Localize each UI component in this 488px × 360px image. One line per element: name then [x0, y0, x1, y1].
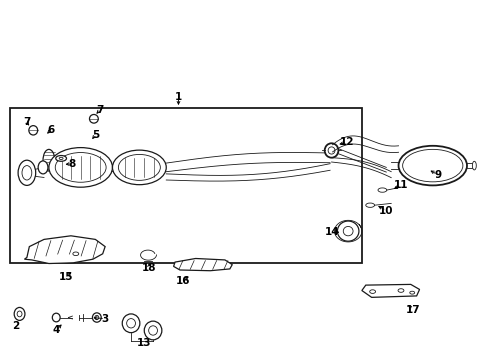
Ellipse shape [402, 149, 462, 182]
Text: 16: 16 [176, 276, 190, 286]
Ellipse shape [112, 150, 166, 185]
Ellipse shape [144, 321, 162, 340]
Text: 17: 17 [405, 305, 420, 315]
Polygon shape [24, 236, 105, 264]
Ellipse shape [471, 161, 475, 170]
Ellipse shape [126, 319, 135, 328]
Text: 4: 4 [52, 325, 60, 336]
Ellipse shape [52, 313, 60, 322]
Ellipse shape [377, 188, 386, 192]
Ellipse shape [55, 153, 106, 182]
Ellipse shape [73, 252, 79, 256]
Polygon shape [361, 284, 419, 297]
Ellipse shape [89, 114, 98, 123]
Ellipse shape [343, 226, 352, 236]
Ellipse shape [38, 161, 48, 174]
Text: 7: 7 [23, 117, 31, 127]
Text: 11: 11 [393, 180, 407, 190]
Polygon shape [173, 258, 232, 271]
Ellipse shape [43, 149, 55, 171]
Text: 18: 18 [142, 263, 156, 273]
Text: 15: 15 [59, 272, 73, 282]
Ellipse shape [14, 307, 25, 320]
Ellipse shape [49, 148, 112, 187]
Ellipse shape [118, 154, 160, 180]
Text: 7: 7 [96, 105, 104, 115]
Ellipse shape [398, 146, 466, 185]
Ellipse shape [397, 289, 403, 292]
Text: 2: 2 [13, 321, 20, 331]
Ellipse shape [369, 290, 375, 293]
Ellipse shape [365, 203, 374, 207]
Text: 9: 9 [433, 170, 440, 180]
Ellipse shape [337, 221, 358, 241]
Ellipse shape [17, 311, 22, 317]
Text: 5: 5 [92, 130, 99, 140]
Ellipse shape [59, 157, 63, 159]
Text: 14: 14 [325, 227, 339, 237]
Text: 6: 6 [48, 125, 55, 135]
Text: 3: 3 [102, 314, 108, 324]
Ellipse shape [324, 143, 338, 158]
Ellipse shape [95, 315, 99, 320]
Text: 10: 10 [378, 206, 393, 216]
Ellipse shape [92, 313, 101, 322]
Text: 1: 1 [175, 92, 182, 102]
Ellipse shape [122, 314, 140, 333]
Bar [10, 108, 361, 263]
Text: 12: 12 [339, 137, 354, 147]
Text: 13: 13 [137, 338, 151, 348]
Ellipse shape [22, 166, 32, 180]
Ellipse shape [327, 147, 334, 154]
Ellipse shape [29, 126, 38, 135]
Text: 8: 8 [69, 159, 76, 169]
Ellipse shape [148, 326, 157, 335]
Ellipse shape [56, 156, 66, 161]
Ellipse shape [409, 291, 414, 294]
Ellipse shape [18, 160, 36, 185]
